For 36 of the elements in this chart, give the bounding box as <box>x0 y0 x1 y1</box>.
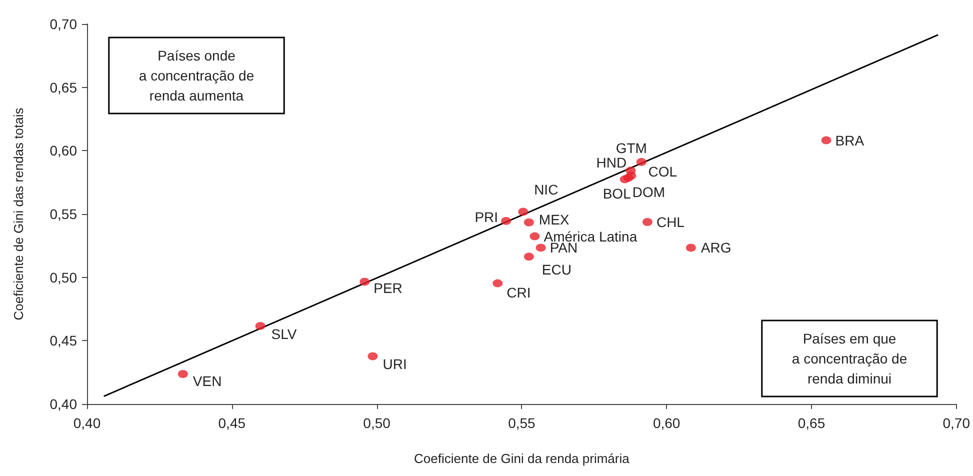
x-tick-label: 0,55 <box>508 415 536 431</box>
x-tick-label: 0,40 <box>73 415 101 431</box>
annotation: DOM <box>632 184 666 200</box>
x-tick-label: 0,65 <box>798 415 826 431</box>
annotation: MEX <box>538 211 570 228</box>
annotation: Países onde a concentração de renda aumenta <box>138 48 254 104</box>
annotation: NIC <box>534 182 558 198</box>
annotation: HND <box>596 154 627 171</box>
x-tick-label: 0,50 <box>363 415 391 431</box>
annotation: CRI <box>506 284 531 300</box>
y-tick-label: 0,65 <box>50 79 78 96</box>
annotation: BOL <box>602 185 632 202</box>
y-tick-label: 0,40 <box>50 396 78 412</box>
annotation: PER <box>374 280 402 296</box>
x-tick-label: 0,45 <box>218 415 246 431</box>
y-tick-label: 0,55 <box>50 206 78 222</box>
x-axis-title: Coeficiente de Gini da renda primária <box>414 451 630 466</box>
annotation: COL <box>648 164 678 180</box>
annotation: BRA <box>835 132 865 148</box>
x-tick-label: 0,70 <box>942 415 970 431</box>
y-tick-label: 0,50 <box>50 269 78 286</box>
y-axis-title: Coeficiente de Gini das rendas totais <box>11 107 26 320</box>
y-tick-label: 0,45 <box>50 332 78 349</box>
annotation: ARG <box>700 240 732 256</box>
annotation: VEN <box>192 372 222 389</box>
annotation: SLV <box>271 326 298 342</box>
annotation: América Latina <box>544 228 638 244</box>
annotation: PRI <box>474 208 498 225</box>
y-tick-label: 0,70 <box>50 16 78 32</box>
annotation: CHL <box>656 214 685 230</box>
annotation: GTM <box>616 140 647 156</box>
annotation: Países em que a concentração de renda diminui <box>792 330 908 386</box>
annotation: ECU <box>542 262 572 278</box>
y-tick-label: 0,60 <box>50 142 78 159</box>
annotation: URI <box>382 356 407 372</box>
x-tick-label: 0,60 <box>652 415 680 431</box>
